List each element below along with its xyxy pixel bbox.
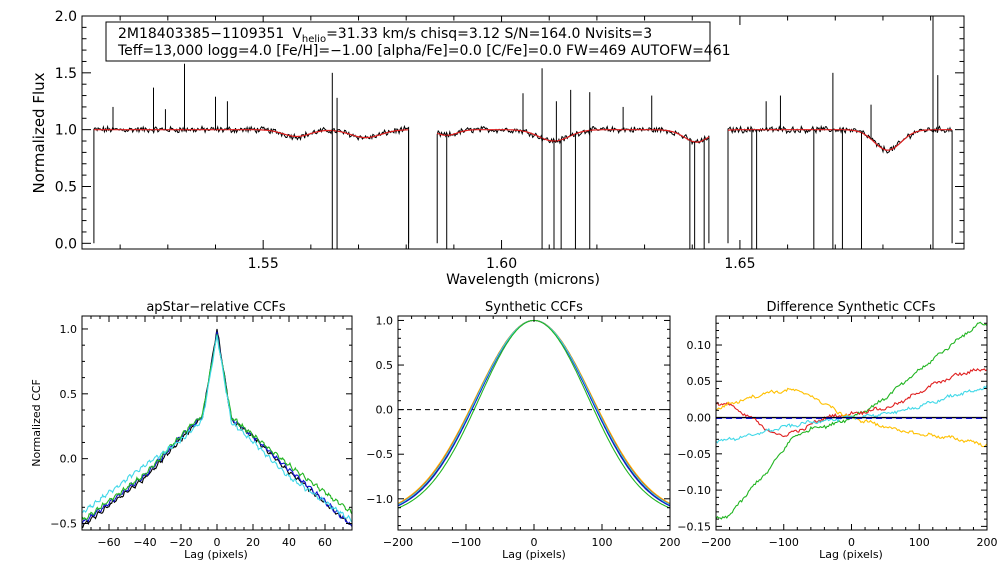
ccf2-x-tick-label: −200 <box>383 536 413 549</box>
ccf2-ticks: −200 −100 0 100 200 −1.0 −0.5 0.0 0.5 1.0 <box>366 314 680 549</box>
spectrum-observed-line <box>727 124 953 244</box>
ccf1-x-tick-label: −60 <box>97 536 120 549</box>
ccf1-y-tick-label: 1.0 <box>60 323 78 336</box>
ccf1-visit1-line <box>81 328 353 529</box>
spectrum-plot-area <box>93 16 953 249</box>
ccf2-s2-line <box>397 319 671 507</box>
ccf1-x-tick-label: 0 <box>214 536 221 549</box>
ccf1-xlabel: Lag (pixels) <box>184 548 248 561</box>
ccf3-y-tick-label: 0.10 <box>687 339 712 352</box>
ccf1-x-tick-label: 40 <box>282 536 296 549</box>
spectrum-frame <box>81 15 965 250</box>
ccf3-ticks: −200 −100 0 100 200 −0.15 −0.10 −0.05 0.00 0.05 0.… <box>677 315 998 549</box>
ccf1-title: apStar−relative CCFs <box>146 300 286 315</box>
ccf2-plot-area <box>397 319 671 509</box>
ccf1-visit3-line <box>81 334 353 521</box>
spectrum-y-tick-label: 1.5 <box>55 66 77 82</box>
ccf1-x-tick-label: 20 <box>246 536 260 549</box>
ccf3-x-tick-label: 100 <box>909 536 930 549</box>
ccf1-y-tick-label: 0.5 <box>60 388 78 401</box>
spectrum-observed-line <box>93 124 410 244</box>
ccf2-title: Synthetic CCFs <box>485 300 583 315</box>
spectrum-model-line <box>436 129 710 143</box>
spectrum-model-line <box>728 129 953 151</box>
ccf1-x-tick-label: −20 <box>169 536 192 549</box>
ccf1-y-tick-label: −0.5 <box>50 517 77 530</box>
ccf2-s6-line <box>397 319 671 509</box>
ccf2-s1-line <box>397 319 671 506</box>
ccf2-x-tick-label: 0 <box>531 536 538 549</box>
spectrum-model-line <box>93 129 409 139</box>
vhelio-label: V <box>292 26 302 42</box>
info-box <box>105 21 711 62</box>
spectrum-y-tick-label: 1.0 <box>55 123 77 139</box>
info-line-2: Teff=13,000 logg=4.0 [Fe/H]=−1.00 [alpha… <box>117 43 731 59</box>
ccf1-ylabel: Normalized CCF <box>30 379 43 467</box>
ccf1-plot-area <box>81 328 353 529</box>
ccf3-title: Difference Synthetic CCFs <box>766 300 935 315</box>
ccf3-frame <box>715 315 988 531</box>
ccf2-y-tick-label: −1.0 <box>366 493 393 506</box>
ccf2-y-tick-label: 0.5 <box>376 359 394 372</box>
spectrum-y-tick-label: 0.5 <box>55 180 77 196</box>
spectrum-ylabel: Normalized Flux <box>30 72 48 193</box>
ccf3-x-tick-label: −100 <box>769 536 799 549</box>
spectrum-observed-line <box>436 125 710 244</box>
ccf3-x-tick-label: −200 <box>701 536 731 549</box>
ccf1-x-tick-label: 60 <box>318 536 332 549</box>
ccf3-xlabel: Lag (pixels) <box>819 548 883 561</box>
ccf3-plot-area <box>715 321 988 520</box>
vhelio-sub: helio <box>302 34 326 45</box>
ccf2-s4-line <box>397 319 671 505</box>
ccf2-x-tick-label: 100 <box>592 536 613 549</box>
star-id: 2M18403385−1109351 <box>118 26 284 42</box>
spectrum-y-tick-label: 2.0 <box>55 9 77 25</box>
ccf3-y-tick-label: −0.10 <box>677 484 711 497</box>
ccf1-panel: apStar−relative CCFs −60 −40 −20 0 20 40 60 −0.… <box>30 300 353 561</box>
ccf2-frame <box>397 315 671 531</box>
ccf2-x-tick-label: −100 <box>451 536 481 549</box>
ccf3-x-tick-label: 0 <box>848 536 855 549</box>
ccf2-y-tick-label: 1.0 <box>376 314 394 327</box>
ccf3-x-tick-label: 200 <box>977 536 998 549</box>
ccf3-y-tick-label: 0.00 <box>687 412 712 425</box>
ccf1-ticks: −60 −40 −20 0 20 40 60 −0.5 0.0 0.5 1.0 <box>50 316 353 549</box>
ccf2-xlabel: Lag (pixels) <box>502 548 566 561</box>
ccf1-visit4-line <box>81 335 353 523</box>
ccf1-frame <box>81 315 353 531</box>
ccf2-s3-line <box>397 319 671 504</box>
spectrum-ticks: 1.55 1.60 1.65 0.0 0.5 1.0 1.5 2.0 <box>55 9 964 272</box>
ccf3-cyan-line <box>715 384 988 444</box>
spectrum-y-tick-label: 0.0 <box>55 236 77 252</box>
spectrum-panel: 1.55 1.60 1.65 0.0 0.5 1.0 1.5 2.0 2M18403385−1… <box>30 9 965 288</box>
ccf2-y-tick-label: −0.5 <box>366 448 393 461</box>
ccf3-red-line <box>715 368 988 438</box>
ccf3-panel: Difference Synthetic CCFs −200 −100 0 100 20… <box>677 300 997 561</box>
ccf3-orange-line <box>715 387 988 448</box>
info-line-1-rest: =31.33 km/s chisq=3.12 S/N=164.0 Nvisits… <box>326 26 652 42</box>
spectrum-x-tick-label: 1.60 <box>486 256 517 272</box>
ccf1-y-tick-label: 0.0 <box>60 453 78 466</box>
ccf2-s5-line <box>397 319 671 506</box>
ccf3-y-tick-label: 0.05 <box>687 375 712 388</box>
info-line-1: 2M18403385−1109351 Vhelio=31.33 km/s chis… <box>118 26 652 45</box>
ccf3-y-tick-label: −0.15 <box>677 520 711 533</box>
ccf2-y-tick-label: 0.0 <box>376 404 394 417</box>
spectrum-xlabel: Wavelength (microns) <box>446 272 600 288</box>
ccf2-x-tick-label: 200 <box>660 536 681 549</box>
ccf1-x-tick-label: −40 <box>133 536 156 549</box>
spectrum-x-tick-label: 1.65 <box>724 256 755 272</box>
ccf3-y-tick-label: −0.05 <box>677 448 711 461</box>
ccf1-visit2-line <box>81 331 353 527</box>
spectrum-x-tick-label: 1.55 <box>248 256 279 272</box>
ccf2-panel: Synthetic CCFs −200 −100 0 100 200 −1.0 −0.5 0.… <box>366 300 680 561</box>
